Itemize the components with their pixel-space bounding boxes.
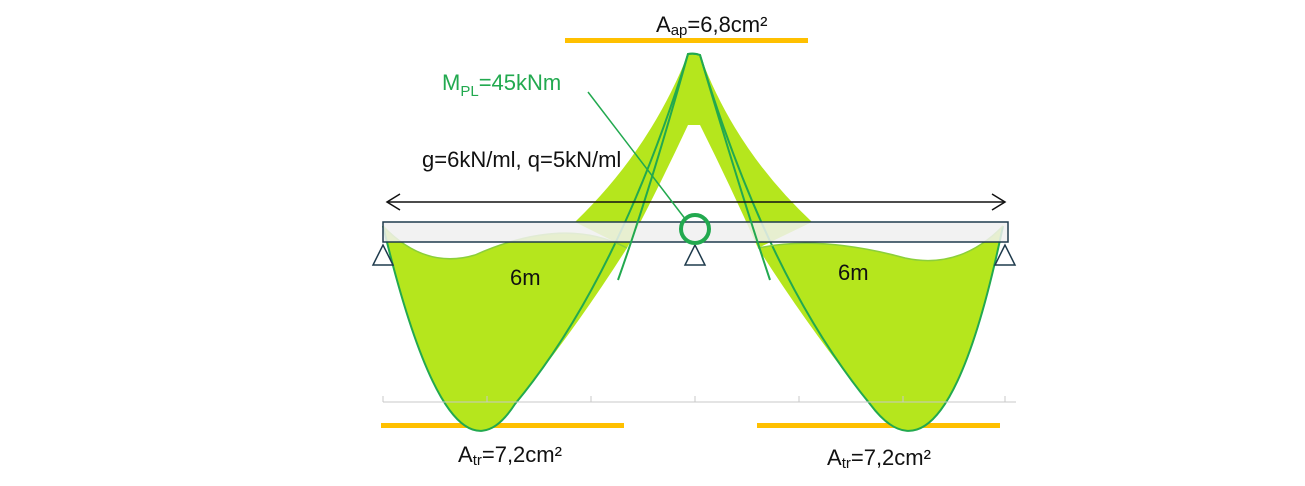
bottom-right-rebar-bar <box>757 423 1000 428</box>
right-span-length-label: 6m <box>838 260 869 285</box>
bottom-left-area-label: Atr=7,2cm² <box>458 442 562 469</box>
right-support-triangle-icon <box>993 243 1017 266</box>
moment-leader-line <box>587 91 687 221</box>
envelope-line-min-right <box>757 225 1004 262</box>
bottom-right-area-label: Atr=7,2cm² <box>827 445 931 472</box>
loads-label: g=6kN/ml, q=5kN/ml <box>422 147 621 172</box>
left-support-triangle-icon <box>371 243 395 266</box>
bottom-left-rebar-bar <box>381 423 624 428</box>
base-axis <box>382 396 1016 403</box>
top-rebar-bar <box>565 38 808 43</box>
envelope-line-over-beam <box>617 52 771 281</box>
left-span-envelope <box>383 226 627 431</box>
span-dimension-double-arrow-icon <box>385 193 1007 211</box>
top-area-label: Aap=6,8cm² <box>656 12 767 39</box>
moment-envelope <box>382 52 1004 432</box>
plastic-hinge-circle-icon <box>679 213 711 245</box>
left-span-length-label: 6m <box>510 265 541 290</box>
middle-support-triangle-icon <box>683 243 707 266</box>
beam <box>382 221 1009 243</box>
right-span-envelope <box>758 226 1003 431</box>
moment-label: MPL=45kNm <box>442 70 561 100</box>
